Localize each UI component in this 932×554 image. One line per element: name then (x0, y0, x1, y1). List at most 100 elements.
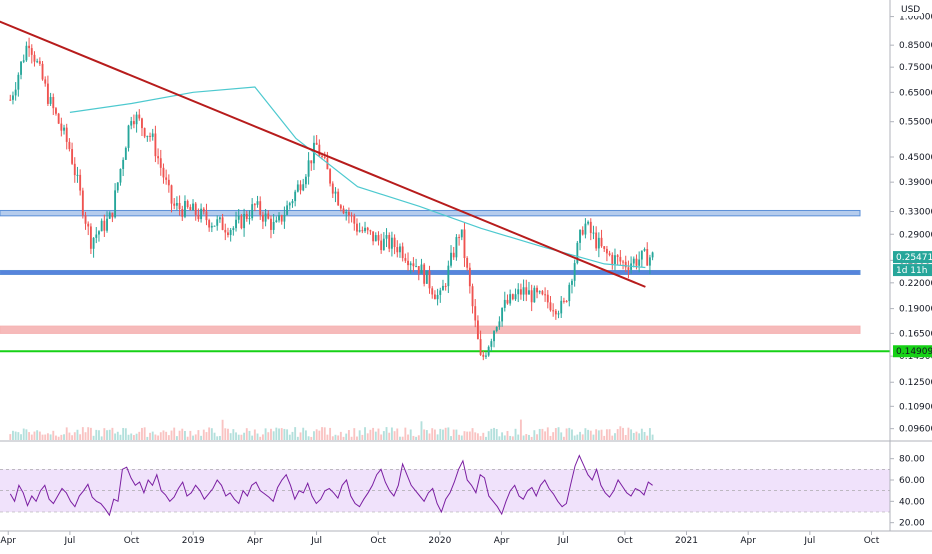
candle-body[interactable] (146, 135, 149, 137)
candle-body[interactable] (388, 235, 391, 249)
candle-body[interactable] (632, 258, 635, 264)
candle-body[interactable] (528, 290, 530, 295)
candle-body[interactable] (84, 215, 87, 224)
candle-body[interactable] (450, 252, 452, 266)
candle-body[interactable] (490, 341, 493, 347)
rsi-line[interactable] (9, 454, 653, 517)
candle-body[interactable] (14, 89, 17, 96)
candle-body[interactable] (106, 218, 108, 231)
candle-body[interactable] (565, 301, 568, 303)
candle-body[interactable] (560, 300, 563, 314)
candle-body[interactable] (216, 219, 219, 226)
candle-body[interactable] (646, 249, 649, 266)
candle-body[interactable] (624, 261, 627, 268)
candle-body[interactable] (275, 220, 278, 222)
candle-body[interactable] (503, 299, 506, 308)
candle-body[interactable] (157, 156, 160, 159)
candle-body[interactable] (474, 306, 477, 321)
candle-body[interactable] (390, 237, 393, 249)
candle-body[interactable] (552, 310, 555, 312)
candle-body[interactable] (122, 159, 125, 169)
candle-body[interactable] (259, 201, 262, 215)
candle-body[interactable] (299, 184, 302, 191)
candle-body[interactable] (243, 213, 246, 229)
candle-body[interactable] (544, 294, 547, 296)
candle-body[interactable] (372, 231, 375, 242)
price-pane[interactable] (0, 17, 890, 440)
candle-body[interactable] (175, 203, 178, 206)
candle-body[interactable] (393, 237, 396, 248)
candle-body[interactable] (404, 258, 407, 261)
candle-body[interactable] (476, 320, 479, 340)
candle-body[interactable] (638, 259, 641, 266)
candle-body[interactable] (44, 79, 47, 84)
candle-body[interactable] (52, 96, 55, 109)
candle-body[interactable] (436, 294, 439, 300)
candle-body[interactable] (331, 183, 334, 194)
candle-body[interactable] (159, 158, 162, 168)
candle-body[interactable] (251, 204, 254, 219)
candle-body[interactable] (205, 211, 208, 221)
candle-body[interactable] (49, 96, 52, 104)
candle-body[interactable] (232, 228, 235, 231)
candle-body[interactable] (229, 230, 232, 235)
candle-body[interactable] (541, 291, 544, 295)
candle-body[interactable] (200, 208, 203, 220)
candle-body[interactable] (549, 302, 552, 311)
candle-body[interactable] (267, 213, 270, 219)
candle-body[interactable] (283, 214, 286, 222)
candle-body[interactable] (380, 240, 383, 251)
rsi-pane[interactable] (0, 454, 890, 517)
candle-body[interactable] (525, 287, 528, 295)
candle-body[interactable] (356, 223, 358, 232)
candle-body[interactable] (130, 121, 133, 126)
candle-body[interactable] (22, 60, 25, 62)
candle-body[interactable] (154, 133, 157, 157)
candle-body[interactable] (17, 74, 20, 90)
candle-body[interactable] (141, 118, 143, 129)
candle-body[interactable] (458, 237, 461, 239)
candle-body[interactable] (554, 310, 557, 315)
candle-body[interactable] (382, 238, 385, 251)
candle-body[interactable] (307, 160, 310, 177)
candle-body[interactable] (619, 256, 622, 262)
candle-body[interactable] (95, 234, 98, 238)
demand-zone[interactable] (0, 325, 861, 334)
candle-body[interactable] (240, 215, 243, 229)
candle-body[interactable] (63, 127, 65, 131)
candle-body[interactable] (409, 263, 412, 266)
candle-body[interactable] (576, 242, 579, 264)
candle-body[interactable] (76, 174, 79, 176)
candle-body[interactable] (342, 208, 345, 214)
candle-body[interactable] (138, 114, 141, 119)
candle-body[interactable] (149, 135, 151, 137)
candle-body[interactable] (46, 83, 49, 104)
candle-body[interactable] (536, 287, 538, 293)
candle-body[interactable] (9, 99, 12, 101)
candle-body[interactable] (100, 220, 103, 232)
candle-body[interactable] (366, 227, 369, 231)
candle-body[interactable] (235, 219, 237, 229)
candle-body[interactable] (428, 270, 431, 289)
candle-body[interactable] (589, 221, 592, 233)
candle-body[interactable] (635, 258, 638, 266)
candle-body[interactable] (248, 218, 251, 220)
candle-body[interactable] (189, 207, 192, 211)
candle-body[interactable] (423, 264, 426, 284)
candle-body[interactable] (412, 263, 415, 267)
candle-body[interactable] (581, 229, 584, 235)
candle-body[interactable] (364, 227, 366, 232)
candle-body[interactable] (361, 230, 364, 232)
candle-body[interactable] (417, 266, 420, 274)
candle-body[interactable] (600, 237, 603, 247)
candle-body[interactable] (323, 156, 326, 159)
candle-body[interactable] (493, 331, 495, 342)
candle-body[interactable] (28, 45, 31, 49)
candle-body[interactable] (401, 246, 404, 259)
candle-body[interactable] (38, 61, 41, 64)
candle-body[interactable] (345, 212, 348, 214)
candle-body[interactable] (270, 218, 272, 230)
candle-body[interactable] (36, 61, 39, 63)
